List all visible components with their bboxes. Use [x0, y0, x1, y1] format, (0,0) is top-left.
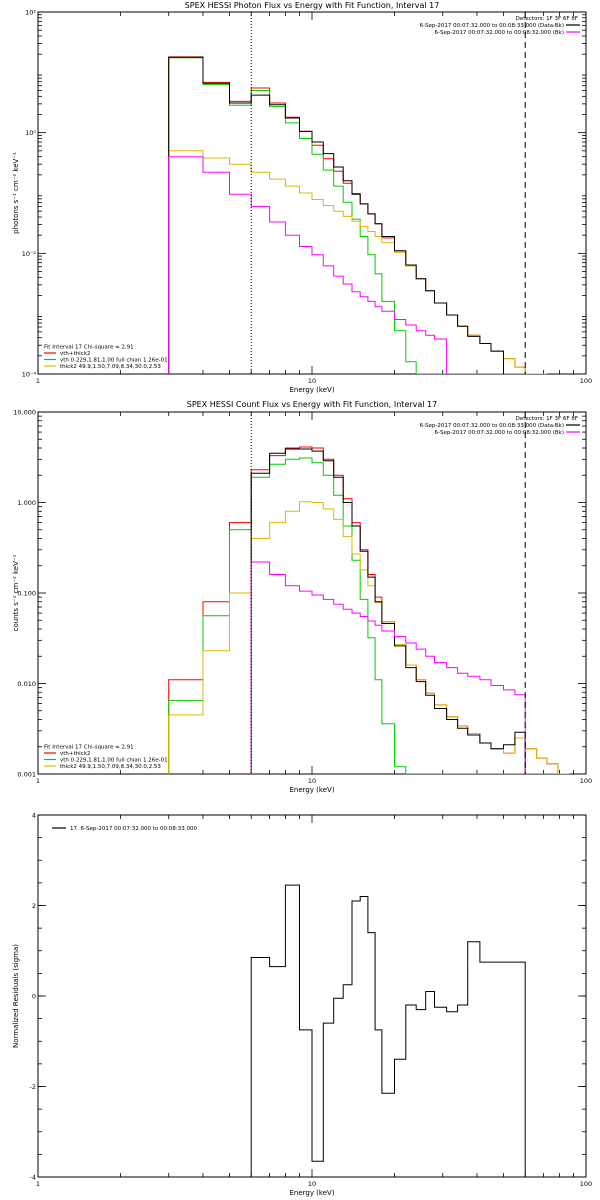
- count-flux-fit-info-line: vth 0.229,1.81,1.00 full chian 1.26e-01: [60, 758, 168, 764]
- photon-flux-y-axis-title: photons s⁻¹ cm⁻² keV⁻¹: [12, 152, 20, 234]
- count-flux-y-tick-label: 0.001: [17, 771, 36, 779]
- photon-flux-x-tick-label: 1: [36, 377, 40, 385]
- photon-flux-series-vth: [168, 57, 547, 374]
- count-flux-y-tick-label: 10.000: [13, 409, 36, 417]
- count-flux-x-tick-label: 10: [308, 777, 316, 785]
- photon-flux-legend-item-label: 6-Sep-2017 00:07:32.000 to 00:08:33.000 …: [420, 23, 564, 29]
- residuals-y-tick-label: 2: [32, 902, 36, 910]
- residuals-series-data: [250, 884, 526, 1177]
- photon-flux-fit-info-line: vth 0.229,1.81,1.00 full chian 1.26e-01: [60, 358, 168, 364]
- count-flux-series-total: [168, 446, 570, 774]
- photon-flux-series-background: [168, 156, 448, 374]
- residuals-y-axis-title: Normalized Residuals (sigma): [12, 944, 20, 1048]
- photon-flux-series-total: [168, 56, 547, 374]
- count-flux-y-tick-label: 0.100: [17, 590, 36, 598]
- photon-flux-panel: SPEX HESSI Photon Flux vs Energy with Fi…: [12, 1, 592, 394]
- count-flux-series-background: [250, 561, 526, 774]
- residuals-panel: 1 10 100 Energy (keV) -4 -2 0 2 4 Normalized Resi…: [12, 812, 592, 1198]
- residuals-y-tick-label: -2: [30, 1083, 36, 1091]
- residuals-x-tick-label: 1: [36, 1180, 40, 1188]
- photon-flux-series-data: [168, 56, 504, 374]
- residuals-x-axis-title: Energy (keV): [289, 1189, 334, 1197]
- count-flux-fit-info-line: vth+thick2: [60, 751, 90, 757]
- count-flux-series-vth: [168, 457, 570, 774]
- photon-flux-x-axis-title: Energy (keV): [289, 386, 334, 394]
- count-flux-fit-info-line: Fit Interval 17 Chi-square = 2.91: [44, 745, 134, 751]
- photon-flux-y-tick-label: 10⁻⁴: [22, 371, 37, 379]
- photon-flux-data-area: [168, 56, 547, 374]
- count-flux-detectors-label: Detectors: 1F 3F 6F 8F: [516, 416, 578, 422]
- count-flux-data-area: [168, 446, 570, 774]
- count-flux-legend-item-label: 6-Sep-2017 00:07:32.000 to 00:08:33.000 …: [420, 423, 564, 429]
- photon-flux-fit-info-line: vth+thick2: [60, 351, 90, 357]
- count-flux-y-axis-title: counts s⁻¹ cm⁻² keV⁻¹: [12, 554, 20, 631]
- photon-flux-title: SPEX HESSI Photon Flux vs Energy with Fi…: [185, 1, 440, 10]
- residuals-x-tick-label: 100: [580, 1180, 592, 1188]
- count-flux-x-axis-title: Energy (keV): [289, 786, 334, 794]
- photon-flux-legend-item-label: 6-Sep-2017 00:07:32.000 to 00:08:32.000 …: [435, 30, 565, 36]
- residuals-x-tick-label: 10: [308, 1180, 316, 1188]
- count-flux-x-tick-label: 100: [580, 777, 592, 785]
- residuals-y-tick-label: 4: [32, 812, 36, 820]
- photon-flux-y-tick-label: 10⁰: [25, 129, 36, 137]
- photon-flux-y-tick-label: 10²: [25, 9, 36, 17]
- photon-flux-fit-info-line: thick2 49.9,1.50,7.09,8.34,30.0,2.53: [60, 364, 161, 370]
- photon-flux-x-tick-label: 100: [580, 377, 592, 385]
- count-flux-series-thick2: [168, 501, 570, 774]
- residuals-y-tick-label: 0: [32, 993, 36, 1001]
- count-flux-y-tick-label: 1.000: [17, 499, 36, 507]
- count-flux-title: SPEX HESSI Count Flux vs Energy with Fit…: [187, 400, 438, 409]
- photon-flux-fit-info-line: Fit Interval 17 Chi-square = 2.91: [44, 345, 134, 351]
- residuals-legend-item-label: 17. 6-Sep-2017 00:07:32.000 to 00:08:33.…: [70, 826, 197, 832]
- residuals-data-area: [250, 884, 526, 1177]
- count-flux-legend-item-label: 6-Sep-2017 00:07:32.000 to 00:08:32.000 …: [435, 430, 565, 436]
- photon-flux-x-tick-label: 10: [308, 377, 316, 385]
- photon-flux-detectors-label: Detectors: 1F 3F 6F 8F: [516, 16, 578, 22]
- count-flux-x-tick-label: 1: [36, 777, 40, 785]
- count-flux-fit-info-line: thick2 49.9,1.50,7.09,8.34,30.0,2.53: [60, 764, 161, 770]
- photon-flux-series-thick2: [168, 150, 547, 374]
- residuals-y-tick-label: -4: [30, 1174, 36, 1182]
- count-flux-y-tick-label: 0.010: [17, 680, 36, 688]
- photon-flux-y-tick-label: 10⁻²: [22, 250, 37, 258]
- count-flux-panel: SPEX HESSI Count Flux vs Energy with Fit…: [12, 400, 592, 794]
- count-flux-series-data: [250, 448, 526, 774]
